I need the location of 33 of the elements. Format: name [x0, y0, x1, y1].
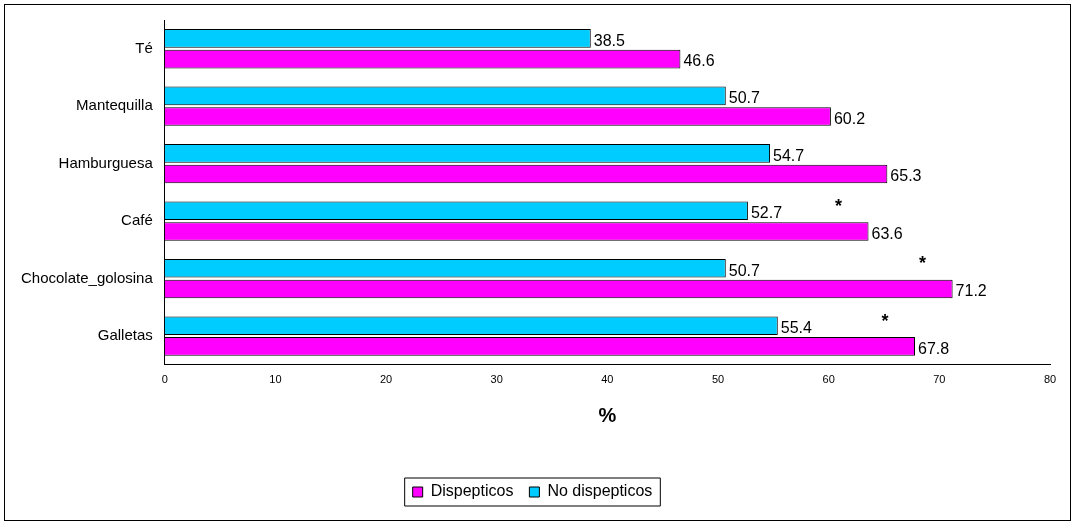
- legend-label: Dispepticos: [430, 482, 514, 500]
- data-label: 63.6: [871, 224, 903, 242]
- x-tick-label: 10: [269, 373, 282, 386]
- data-label: 46.6: [683, 52, 715, 70]
- y-tick-label: Té: [135, 38, 153, 56]
- data-label: 54.7: [773, 146, 805, 164]
- data-label: 55.4: [780, 319, 813, 337]
- y-tick-label: Mantequilla: [76, 96, 154, 114]
- x-tick-label: 60: [822, 373, 835, 386]
- annotation: *: [881, 310, 889, 331]
- data-label: 52.7: [750, 204, 783, 222]
- y-tick-label: Hamburguesa: [58, 153, 154, 171]
- x-axis-title: %: [598, 403, 617, 426]
- data-label: 65.3: [890, 167, 922, 185]
- x-tick-label: 80: [1043, 373, 1057, 386]
- annotation: *: [835, 195, 843, 216]
- x-tick-label: 40: [601, 373, 614, 386]
- data-label: 50.7: [728, 261, 761, 279]
- y-tick-label: Café: [121, 211, 153, 229]
- x-tick-label: 50: [711, 373, 725, 386]
- data-label: 71.2: [955, 282, 987, 300]
- x-tick-label: 0: [161, 373, 168, 386]
- data-label: 67.8: [918, 339, 950, 357]
- annotation: *: [919, 253, 927, 274]
- y-tick-label: Chocolate_golosina: [21, 268, 154, 286]
- data-label: 50.7: [728, 89, 761, 107]
- legend-label: No dispepticos: [547, 482, 653, 500]
- y-tick-label: Galletas: [97, 326, 153, 344]
- x-tick-label: 30: [490, 373, 503, 386]
- data-label: 38.5: [593, 31, 626, 49]
- x-tick-label: 70: [933, 373, 946, 386]
- x-tick-label: 20: [379, 373, 393, 386]
- data-label: 60.2: [833, 109, 866, 127]
